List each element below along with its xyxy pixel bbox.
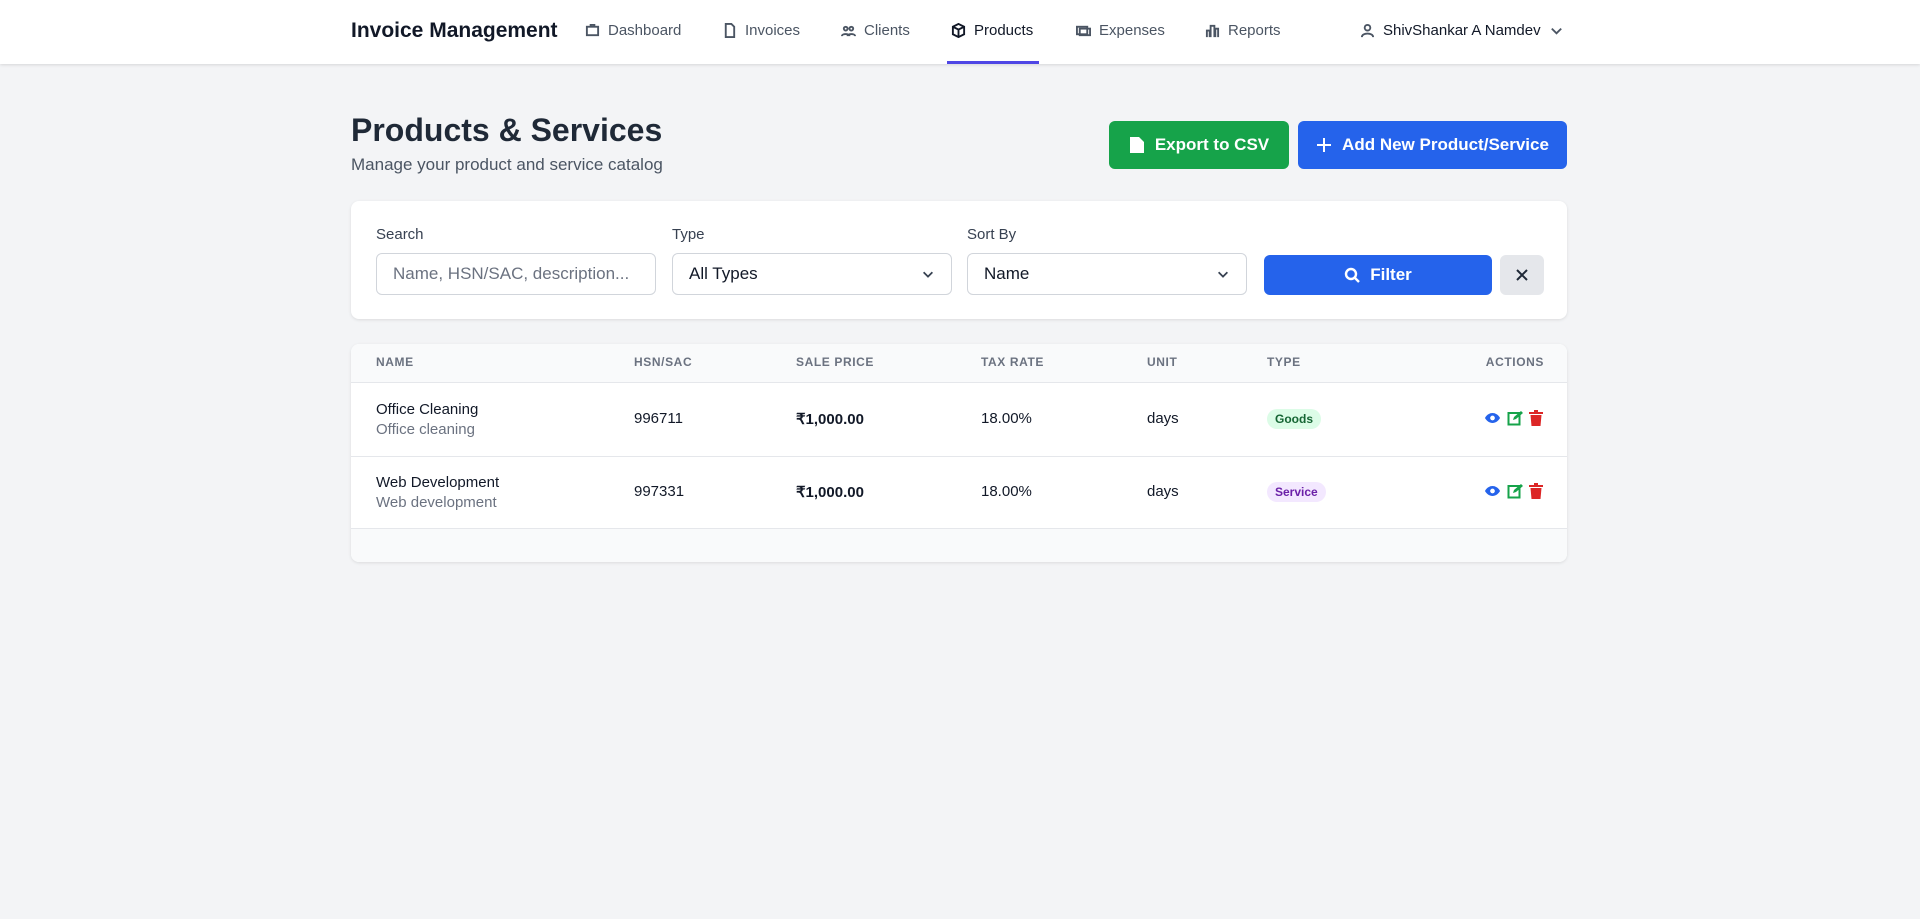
hsn: 997331 xyxy=(634,483,685,500)
nav-item[interactable]: Products xyxy=(951,22,1033,39)
label: Search xyxy=(376,226,424,243)
filter-button[interactable]: Filter xyxy=(1264,255,1492,295)
brand[interactable]: Invoice Management xyxy=(351,19,558,42)
column-header: TYPE xyxy=(1267,355,1301,369)
add-button[interactable]: Add New Product/Service xyxy=(1298,121,1567,169)
actions xyxy=(1484,483,1543,499)
nav-item[interactable]: Expenses xyxy=(1076,22,1165,39)
column-header: ACTIONS xyxy=(1485,355,1544,369)
chevron xyxy=(923,271,933,278)
edit-icon[interactable] xyxy=(1507,483,1523,499)
type-badge: Goods xyxy=(1267,409,1321,429)
label: Type xyxy=(672,226,705,243)
column-header: UNIT xyxy=(1147,355,1178,369)
icon xyxy=(951,23,966,38)
tax-rate: 18.00% xyxy=(981,410,1032,427)
chevron xyxy=(1550,27,1562,35)
icon xyxy=(1360,23,1375,38)
icon xyxy=(1076,25,1091,37)
icon xyxy=(585,23,600,37)
row-divider xyxy=(351,456,1567,457)
view-icon[interactable] xyxy=(1484,410,1501,426)
price: ₹1,000.00 xyxy=(796,484,864,501)
unit: days xyxy=(1147,483,1179,500)
nav-item[interactable]: Dashboard xyxy=(585,22,681,39)
page-subtitle: Manage your product and service catalog xyxy=(351,155,663,174)
nav-label: Dashboard xyxy=(608,22,682,39)
nav-item[interactable]: Reports xyxy=(1205,22,1281,39)
unit: days xyxy=(1147,410,1179,427)
nav-label: Invoices xyxy=(745,22,801,39)
table-footer xyxy=(351,528,1567,562)
chevron xyxy=(1218,271,1228,278)
icon xyxy=(1317,138,1332,152)
edit-icon[interactable] xyxy=(1507,410,1523,426)
label: Sort By xyxy=(967,226,1017,243)
select-value: Name xyxy=(984,264,1030,283)
tax-rate: 18.00% xyxy=(981,483,1032,500)
button-label: Export to CSV xyxy=(1154,135,1270,154)
actions xyxy=(1484,410,1543,426)
button-label: Filter xyxy=(1370,265,1412,284)
navbar xyxy=(0,0,1920,64)
type-badge: Service xyxy=(1267,482,1326,502)
table-card xyxy=(351,344,1567,562)
icon xyxy=(1345,267,1361,283)
product-description: Office cleaning xyxy=(376,421,475,438)
hsn: 996711 xyxy=(634,410,683,427)
icon xyxy=(724,23,736,38)
column-header: HSN/SAC xyxy=(634,355,693,369)
type-select[interactable]: All Types xyxy=(672,253,952,295)
select-value: All Types xyxy=(689,264,758,283)
export-button[interactable]: Export to CSV xyxy=(1109,121,1289,169)
table-header xyxy=(351,344,1567,383)
column-header: NAME xyxy=(376,355,414,369)
nav-item[interactable]: Invoices xyxy=(722,22,800,39)
user-name: ShivShankar A Namdev xyxy=(1383,22,1541,39)
nav-item[interactable]: Clients xyxy=(841,22,910,39)
view-icon[interactable] xyxy=(1484,483,1501,499)
placeholder: Name, HSN/SAC, description... xyxy=(393,264,630,283)
price: ₹1,000.00 xyxy=(796,411,864,428)
product-name: Office Cleaning xyxy=(376,401,479,418)
product-description: Web development xyxy=(376,494,497,511)
user-menu[interactable]: ShivShankar A Namdev xyxy=(1360,22,1564,39)
sort-select[interactable]: Name xyxy=(967,253,1247,295)
icon xyxy=(1205,24,1220,38)
button-label: Add New Product/Service xyxy=(1342,135,1549,154)
column-header: TAX RATE xyxy=(981,355,1045,369)
column-header: SALE PRICE xyxy=(796,355,875,369)
page-title: Products & Services xyxy=(351,112,663,148)
product-name: Web Development xyxy=(376,474,500,491)
nav-label: Products xyxy=(974,22,1034,39)
icon xyxy=(1129,137,1144,153)
nav-label: Clients xyxy=(864,22,910,39)
active-indicator xyxy=(947,61,1039,64)
delete-icon[interactable] xyxy=(1529,483,1543,499)
clear-button[interactable] xyxy=(1500,255,1544,295)
icon xyxy=(841,25,856,37)
nav-label: Reports xyxy=(1228,22,1281,39)
nav-label: Expenses xyxy=(1099,22,1165,39)
delete-icon[interactable] xyxy=(1529,410,1543,426)
search-input[interactable]: Name, HSN/SAC, description... xyxy=(376,253,656,295)
icon xyxy=(1516,269,1528,281)
